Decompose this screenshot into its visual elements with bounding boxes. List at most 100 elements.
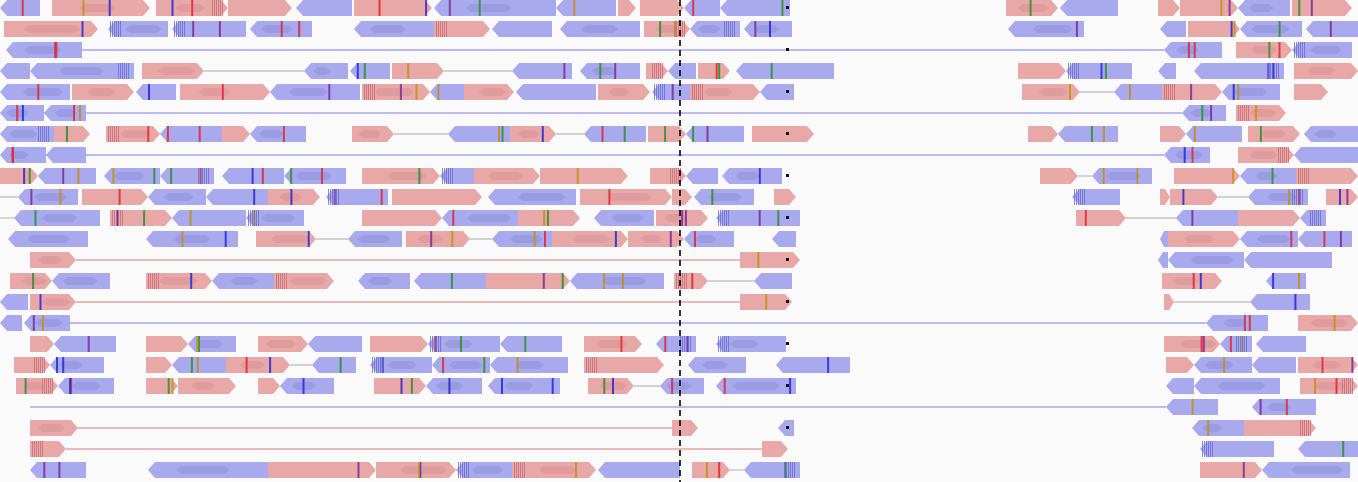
read-reverse[interactable] [30, 63, 134, 79]
read-reverse[interactable] [1252, 357, 1296, 373]
read-forward[interactable] [644, 21, 690, 37]
read-forward[interactable] [1248, 126, 1300, 142]
read-reverse[interactable] [1262, 462, 1350, 478]
read-reverse[interactable] [584, 126, 646, 142]
read-forward[interactable] [1238, 147, 1294, 163]
read-reverse[interactable] [440, 168, 474, 184]
read-forward[interactable] [362, 84, 430, 100]
read-forward[interactable] [1174, 168, 1240, 184]
read-reverse[interactable] [1250, 294, 1310, 310]
read-forward[interactable] [588, 378, 634, 394]
read-reverse[interactable] [744, 462, 800, 478]
read-reverse[interactable] [430, 84, 464, 100]
read-reverse[interactable] [448, 126, 510, 142]
read-forward[interactable] [1022, 84, 1080, 100]
read-reverse[interactable] [754, 273, 792, 289]
read-forward[interactable] [646, 63, 668, 79]
read-forward[interactable] [30, 420, 78, 436]
read-reverse[interactable] [304, 63, 348, 79]
read-reverse[interactable] [296, 0, 352, 16]
read-reverse[interactable] [270, 84, 360, 100]
read-reverse[interactable] [580, 63, 640, 79]
read-forward[interactable] [30, 441, 66, 457]
read-reverse[interactable] [0, 0, 40, 16]
read-reverse[interactable] [354, 21, 434, 37]
read-reverse[interactable] [776, 357, 850, 373]
read-reverse[interactable] [1298, 231, 1352, 247]
read-reverse[interactable] [104, 168, 160, 184]
read-reverse[interactable] [720, 0, 790, 16]
read-reverse[interactable] [1252, 399, 1316, 415]
read-forward[interactable] [692, 462, 730, 478]
read-reverse[interactable] [206, 189, 268, 205]
read-forward[interactable] [1018, 63, 1066, 79]
read-reverse[interactable] [1166, 399, 1218, 415]
read-reverse[interactable] [694, 189, 754, 205]
read-reverse[interactable] [1194, 378, 1280, 394]
read-forward[interactable] [656, 210, 708, 226]
read-reverse[interactable] [1066, 63, 1132, 79]
read-forward[interactable] [142, 63, 204, 79]
read-reverse[interactable] [1158, 252, 1168, 268]
read-reverse[interactable] [492, 231, 552, 247]
read-forward[interactable] [690, 84, 760, 100]
read-reverse[interactable] [516, 84, 596, 100]
read-reverse[interactable] [500, 336, 562, 352]
read-forward[interactable] [618, 0, 636, 16]
read-reverse[interactable] [1240, 231, 1298, 247]
read-forward[interactable] [258, 378, 280, 394]
read-forward[interactable] [0, 168, 38, 184]
read-forward[interactable] [1158, 0, 1180, 16]
read-forward[interactable] [1170, 189, 1218, 205]
read-forward[interactable] [106, 126, 160, 142]
read-forward[interactable] [512, 462, 596, 478]
read-reverse[interactable] [172, 21, 246, 37]
read-reverse[interactable] [0, 84, 70, 100]
read-forward[interactable] [156, 0, 228, 16]
read-reverse[interactable] [108, 21, 168, 37]
read-reverse[interactable] [1158, 63, 1176, 79]
read-reverse[interactable] [1256, 336, 1306, 352]
read-forward[interactable] [146, 336, 188, 352]
read-forward[interactable] [352, 126, 394, 142]
read-reverse[interactable] [8, 231, 88, 247]
read-reverse[interactable] [312, 357, 356, 373]
read-reverse[interactable] [0, 63, 30, 79]
read-reverse[interactable] [414, 273, 486, 289]
read-forward[interactable] [1300, 378, 1358, 394]
read-forward[interactable] [740, 252, 800, 268]
read-forward[interactable] [640, 0, 684, 16]
read-reverse[interactable] [1182, 105, 1226, 121]
read-forward[interactable] [698, 63, 730, 79]
read-forward[interactable] [1164, 336, 1220, 352]
read-forward[interactable] [1244, 420, 1316, 436]
read-reverse[interactable] [350, 63, 390, 79]
read-reverse[interactable] [1092, 168, 1152, 184]
read-forward[interactable] [774, 189, 796, 205]
read-reverse[interactable] [136, 84, 176, 100]
read-forward[interactable] [1188, 21, 1240, 37]
read-reverse[interactable] [1160, 21, 1186, 37]
read-reverse[interactable] [0, 315, 22, 331]
read-reverse[interactable] [686, 168, 718, 184]
read-forward[interactable] [1238, 210, 1300, 226]
read-reverse[interactable] [1294, 147, 1358, 163]
read-forward[interactable] [752, 126, 814, 142]
read-forward[interactable] [146, 357, 172, 373]
read-forward[interactable] [1294, 84, 1328, 100]
read-reverse[interactable] [668, 63, 696, 79]
read-forward[interactable] [1180, 0, 1238, 16]
read-forward[interactable] [1296, 168, 1358, 184]
read-reverse[interactable] [716, 378, 796, 394]
read-forward[interactable] [552, 231, 628, 247]
read-reverse[interactable] [250, 126, 306, 142]
read-forward[interactable] [434, 21, 490, 37]
read-reverse[interactable] [0, 294, 28, 310]
read-forward[interactable] [1160, 126, 1186, 142]
read-forward[interactable] [146, 378, 178, 394]
read-reverse[interactable] [1114, 84, 1162, 100]
read-forward[interactable] [30, 294, 76, 310]
read-reverse[interactable] [488, 378, 560, 394]
read-reverse[interactable] [1206, 315, 1268, 331]
read-reverse[interactable] [434, 0, 556, 16]
